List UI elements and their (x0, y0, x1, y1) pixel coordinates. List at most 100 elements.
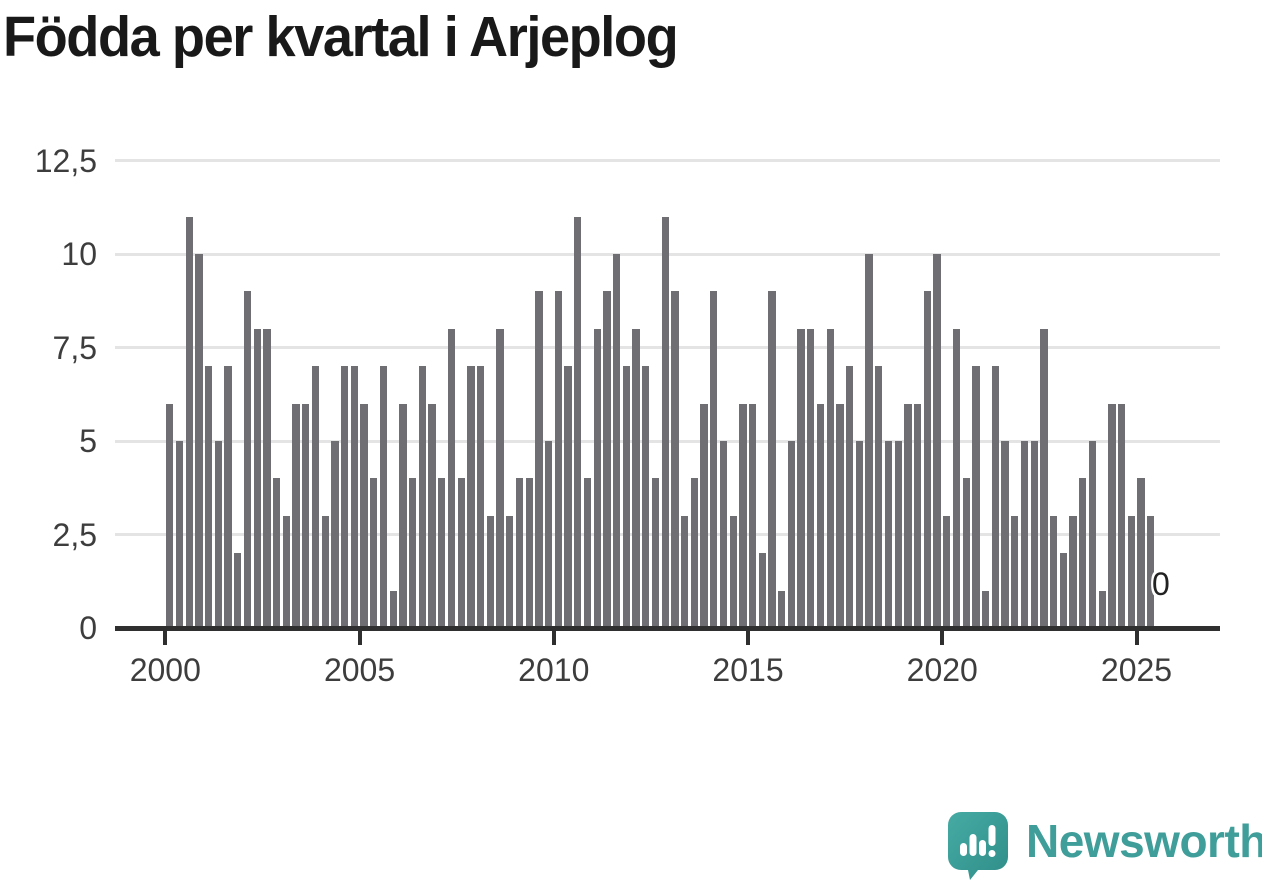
bar (1011, 515, 1019, 628)
bar (389, 590, 397, 628)
bar (243, 291, 252, 628)
y-axis-tick-label: 12,5 (34, 142, 97, 179)
bar (603, 291, 611, 628)
x-axis-tick (357, 631, 362, 645)
bar (593, 328, 601, 628)
bar (1040, 328, 1048, 628)
bar (642, 366, 650, 628)
chart-title: Födda per kvartal i Arjeplog (3, 5, 679, 69)
bar (826, 328, 834, 628)
bar (1088, 441, 1097, 628)
bar (632, 328, 640, 628)
bar (341, 366, 349, 628)
bar (224, 366, 232, 628)
bar (418, 366, 426, 628)
bar (972, 366, 980, 628)
bar (515, 478, 524, 628)
x-axis-line (115, 626, 1220, 631)
bar (778, 590, 786, 628)
bar (166, 403, 174, 628)
bar (962, 478, 970, 628)
bar (467, 366, 475, 628)
bar (865, 254, 873, 628)
bar (370, 478, 378, 628)
bar (234, 553, 242, 628)
bar (302, 403, 310, 628)
y-axis-tick-label: 10 (61, 236, 97, 272)
bar (253, 328, 261, 628)
bar (700, 403, 708, 628)
bar (476, 366, 485, 628)
bar (1079, 478, 1087, 628)
bar (185, 216, 193, 628)
bar (680, 515, 689, 628)
x-axis-tick-label: 2025 (1100, 652, 1173, 688)
bar (379, 366, 388, 628)
bar (1069, 515, 1077, 628)
newsworthy-logo-text: Newsworthy (1026, 815, 1262, 867)
y-axis-tick-label: 0 (79, 610, 97, 646)
bar (1098, 590, 1106, 628)
bar (622, 366, 630, 628)
bar (933, 254, 941, 628)
bar (447, 328, 456, 628)
bar (1030, 441, 1038, 628)
bar (331, 441, 339, 628)
bar (952, 328, 961, 628)
bar (506, 515, 514, 628)
bar (884, 441, 893, 628)
bar (1020, 441, 1029, 628)
y-axis-tick-label: 7,5 (52, 329, 97, 366)
bar (273, 478, 281, 628)
bar (875, 366, 883, 628)
newsworthy-logo-icon (948, 812, 1008, 880)
bar (894, 441, 902, 628)
bar (321, 515, 329, 628)
bar (544, 441, 553, 628)
last-value-annotation: 0 (1152, 566, 1170, 602)
x-axis-tick (940, 631, 945, 645)
bar (214, 441, 223, 628)
bar (438, 478, 446, 628)
bar (904, 403, 912, 628)
bar (807, 328, 815, 628)
bar (360, 403, 368, 628)
bar (748, 403, 757, 628)
bar (282, 515, 291, 628)
bar (428, 403, 436, 628)
bar (914, 403, 922, 628)
x-axis-tick (163, 631, 168, 645)
bar (787, 441, 796, 628)
bar (1127, 515, 1135, 628)
bar (175, 441, 184, 628)
bar (564, 366, 572, 628)
bar (991, 366, 1000, 628)
bar (923, 291, 932, 628)
bar (263, 328, 271, 628)
newsworthy-logo: Newsworthy (948, 812, 1262, 880)
bar (574, 216, 582, 628)
x-axis-tick-label: 2020 (906, 652, 978, 688)
bar (399, 403, 407, 628)
bar (729, 515, 737, 628)
bar (311, 366, 320, 628)
bar (661, 216, 669, 628)
bar (671, 291, 679, 628)
bar (1001, 441, 1009, 628)
x-axis-tick-label: 2000 (129, 652, 201, 688)
x-axis-tick-label: 2010 (518, 652, 590, 688)
bar (1137, 478, 1145, 628)
bar (525, 478, 533, 628)
bar (1108, 403, 1116, 628)
gridline (115, 159, 1220, 162)
bar (797, 328, 805, 628)
bar (710, 291, 718, 628)
bar (719, 441, 728, 628)
bar (554, 291, 562, 628)
bar (816, 403, 825, 628)
bar (457, 478, 465, 628)
bar (205, 366, 213, 628)
bar (1059, 553, 1067, 628)
x-axis-tick-label: 2005 (323, 652, 396, 688)
